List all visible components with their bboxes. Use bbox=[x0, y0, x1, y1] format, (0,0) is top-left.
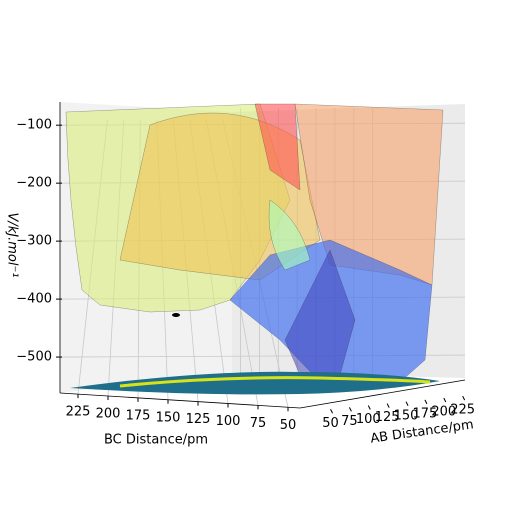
x-tick-label: 75 bbox=[250, 416, 267, 431]
x-tick-label: 175 bbox=[126, 408, 151, 423]
x-tick-label: 125 bbox=[186, 412, 211, 427]
surface-ridge bbox=[268, 199, 311, 271]
x-axis-label: BC Distance/pm bbox=[104, 433, 208, 448]
y-tick bbox=[443, 397, 447, 403]
y-tick bbox=[424, 399, 428, 405]
contour-line bbox=[119, 376, 431, 388]
x-tick-label: 225 bbox=[66, 405, 91, 420]
surface-deep bbox=[284, 249, 356, 376]
x-tick-label: 200 bbox=[96, 407, 121, 422]
z-tick-label: −500 bbox=[16, 350, 52, 365]
y-tick-label: 175 bbox=[413, 406, 438, 421]
y-tick-label: 200 bbox=[431, 405, 456, 420]
y-tick bbox=[330, 409, 333, 414]
y-tick-label: 125 bbox=[375, 410, 400, 425]
z-tick-label: −400 bbox=[16, 292, 52, 307]
y-tick-label: 75 bbox=[341, 414, 358, 429]
y-tick-label: 50 bbox=[322, 416, 339, 431]
y-tick bbox=[462, 395, 466, 401]
y-tick bbox=[348, 407, 352, 412]
y-tick bbox=[405, 401, 409, 406]
surface bbox=[65, 103, 444, 383]
x-axis bbox=[59, 392, 301, 409]
y-axis bbox=[299, 379, 466, 409]
surface-peak bbox=[254, 103, 301, 191]
y-tick-label: 150 bbox=[394, 408, 419, 423]
x-tick-label: 150 bbox=[156, 410, 181, 425]
x-tick-label: 100 bbox=[216, 414, 241, 429]
y-tick-label: 225 bbox=[450, 403, 475, 418]
z-tick-label: −100 bbox=[16, 118, 52, 133]
marker bbox=[172, 313, 180, 317]
x-tick-label: 50 bbox=[280, 418, 297, 433]
z-axis-label: V/kJ.mol⁻¹ bbox=[5, 212, 20, 277]
y-tick bbox=[386, 403, 390, 408]
z-tick-label: −300 bbox=[16, 234, 52, 249]
z-tick-label: −200 bbox=[16, 176, 52, 191]
y-tick bbox=[367, 405, 371, 410]
y-tick-label: 100 bbox=[356, 412, 381, 427]
